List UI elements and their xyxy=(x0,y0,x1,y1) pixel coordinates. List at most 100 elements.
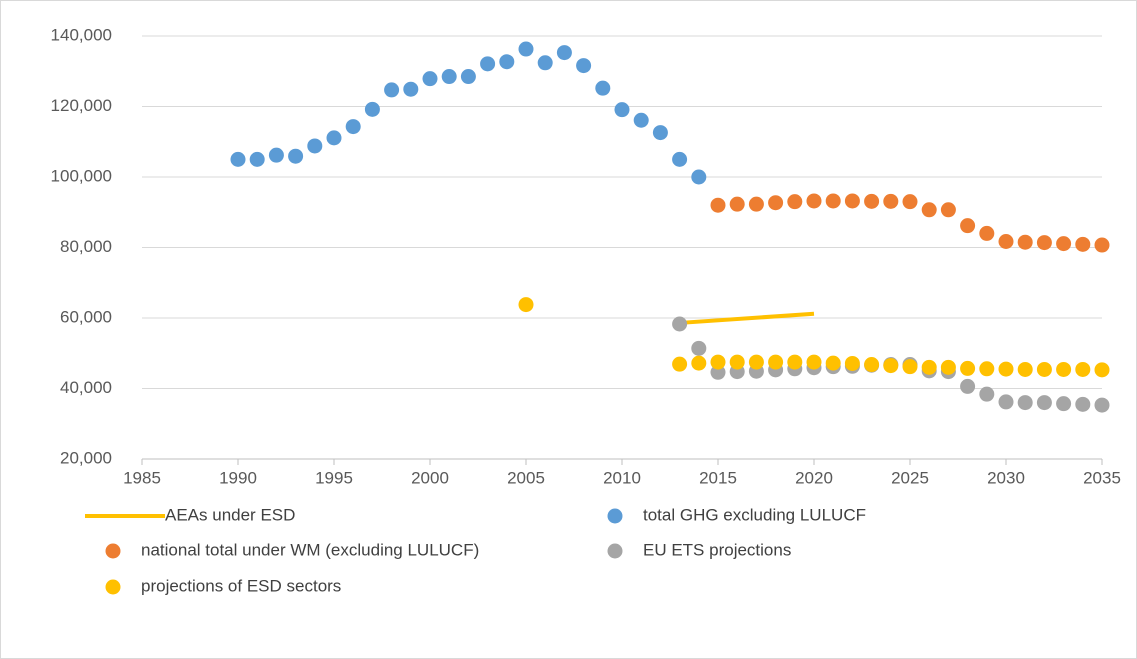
data-point xyxy=(249,151,265,167)
data-point xyxy=(537,55,553,71)
data-point xyxy=(998,234,1014,250)
data-point xyxy=(384,82,400,98)
legend-swatch xyxy=(607,508,623,524)
data-point xyxy=(1036,395,1052,411)
legend-label: AEAs under ESD xyxy=(165,505,295,524)
x-tick-label: 1985 xyxy=(123,468,161,487)
data-point xyxy=(595,80,611,96)
data-point xyxy=(806,193,822,209)
data-point xyxy=(518,41,534,57)
legend-label: EU ETS projections xyxy=(643,540,791,559)
data-point xyxy=(825,355,841,371)
data-point xyxy=(480,56,496,72)
data-point xyxy=(902,194,918,210)
data-point xyxy=(979,361,995,377)
data-point xyxy=(1056,236,1072,252)
y-tick-label: 140,000 xyxy=(51,25,112,44)
data-point xyxy=(1075,236,1091,252)
y-tick-label: 120,000 xyxy=(51,96,112,115)
x-tick-label: 2005 xyxy=(507,468,545,487)
data-point xyxy=(1036,235,1052,251)
data-point xyxy=(748,196,764,212)
data-point xyxy=(748,354,764,370)
data-point xyxy=(403,81,419,97)
x-tick-label: 2035 xyxy=(1083,468,1121,487)
data-point xyxy=(556,45,572,61)
data-point xyxy=(864,357,880,373)
data-point xyxy=(326,130,342,146)
data-point xyxy=(672,151,688,167)
data-point xyxy=(518,297,534,313)
x-tick-label: 2025 xyxy=(891,468,929,487)
data-point xyxy=(1094,362,1110,378)
y-tick-label: 100,000 xyxy=(51,166,112,185)
data-point xyxy=(422,71,438,87)
data-point xyxy=(1036,361,1052,377)
data-point xyxy=(960,378,976,394)
data-point xyxy=(979,386,995,402)
data-point xyxy=(364,101,380,117)
data-point xyxy=(1056,396,1072,412)
data-point xyxy=(672,316,688,332)
data-point xyxy=(1094,237,1110,253)
data-point xyxy=(1075,396,1091,412)
x-tick-label: 2015 xyxy=(699,468,737,487)
data-point xyxy=(441,69,457,85)
data-point xyxy=(345,119,361,135)
data-point xyxy=(940,359,956,375)
data-point xyxy=(1017,361,1033,377)
data-point xyxy=(1017,395,1033,411)
data-point xyxy=(288,148,304,164)
data-point xyxy=(710,354,726,370)
data-point xyxy=(902,359,918,375)
y-tick-label: 20,000 xyxy=(60,448,112,467)
legend-label: projections of ESD sectors xyxy=(141,576,341,595)
data-point xyxy=(921,202,937,218)
data-point xyxy=(230,151,246,167)
data-point xyxy=(979,225,995,241)
x-tick-label: 2010 xyxy=(603,468,641,487)
data-point xyxy=(614,102,630,118)
data-point xyxy=(1075,361,1091,377)
data-point xyxy=(864,193,880,209)
legend-label: total GHG excluding LULUCF xyxy=(643,505,866,524)
data-point xyxy=(710,197,726,213)
data-point xyxy=(672,356,688,372)
data-point xyxy=(691,355,707,371)
data-point xyxy=(652,125,668,141)
x-tick-label: 2030 xyxy=(987,468,1025,487)
data-point xyxy=(1017,234,1033,250)
data-point xyxy=(691,340,707,356)
data-point xyxy=(940,202,956,218)
data-point xyxy=(768,195,784,211)
data-point xyxy=(998,361,1014,377)
y-tick-label: 60,000 xyxy=(60,307,112,326)
series-line xyxy=(679,311,815,325)
legend-swatch xyxy=(607,543,623,559)
data-point xyxy=(960,218,976,234)
y-tick-label: 40,000 xyxy=(60,378,112,397)
legend-swatch xyxy=(105,543,121,559)
x-tick-label: 1990 xyxy=(219,468,257,487)
data-point xyxy=(691,169,707,185)
data-point xyxy=(576,58,592,74)
data-point xyxy=(806,354,822,370)
legend-label: national total under WM (excluding LULUC… xyxy=(141,540,479,559)
x-tick-label: 2000 xyxy=(411,468,449,487)
data-point xyxy=(729,354,745,370)
data-point xyxy=(1094,397,1110,413)
data-point xyxy=(768,354,784,370)
data-point xyxy=(883,358,899,374)
x-tick-label: 1995 xyxy=(315,468,353,487)
data-point xyxy=(1056,361,1072,377)
data-point xyxy=(307,138,323,154)
data-point xyxy=(729,196,745,212)
data-point xyxy=(825,193,841,209)
data-point xyxy=(633,112,649,128)
legend-swatch xyxy=(105,579,121,595)
data-point xyxy=(268,147,284,163)
data-point xyxy=(499,54,515,70)
data-point xyxy=(844,355,860,371)
